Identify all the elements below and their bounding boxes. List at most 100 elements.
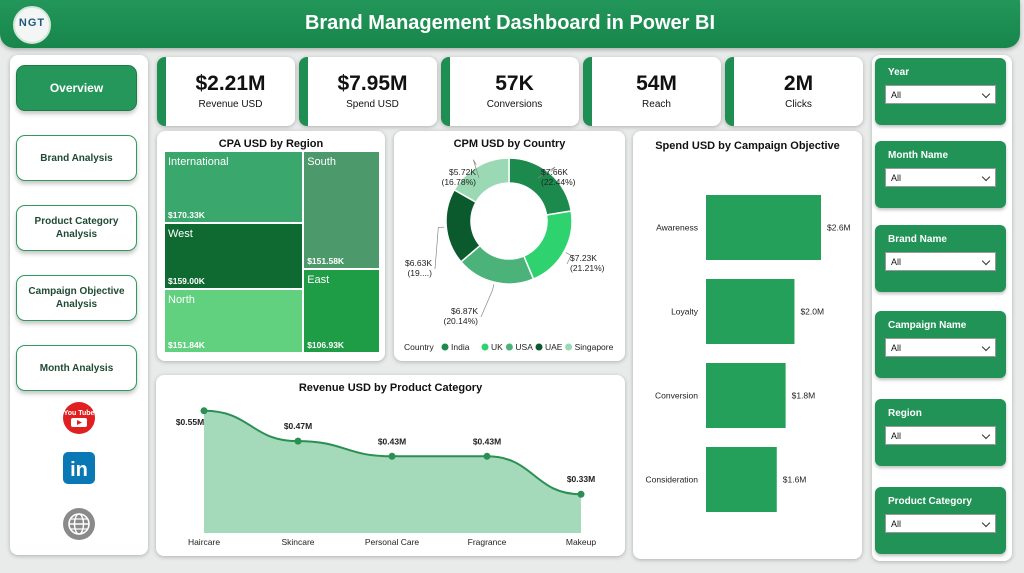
treemap-cell-east[interactable]: East $106.93K xyxy=(304,270,379,352)
dropdown-value: All xyxy=(891,90,902,100)
kpi-card-spend: $7.95M Spend USD xyxy=(299,57,437,126)
filter-region: Region All xyxy=(875,399,1006,466)
area-point-fragrance[interactable] xyxy=(483,452,491,460)
treemap-cell-value: $106.93K xyxy=(307,339,345,350)
spend-bar-chart[interactable]: Awareness $2.6M Loyalty $2.0M Conversion $1.8… xyxy=(633,131,862,559)
nav-month-analysis-button[interactable]: Month Analysis xyxy=(16,345,137,391)
product-category-dropdown[interactable]: All xyxy=(885,514,996,533)
treemap-cell-south[interactable]: South $151.58K xyxy=(304,152,379,269)
treemap-cell-west[interactable]: West $159.00K xyxy=(165,223,303,289)
region-dropdown[interactable]: All xyxy=(885,426,996,445)
treemap-cell-name: East xyxy=(307,274,330,287)
dropdown-value: All xyxy=(891,519,902,529)
dropdown-value: All xyxy=(891,257,902,267)
treemap-cell-international[interactable]: International $170.33K xyxy=(165,152,303,222)
dropdown-value: All xyxy=(891,343,902,353)
cpm-by-country-card: CPM USD by Country $7.66K (22.44%) $7.23K(… xyxy=(394,131,625,361)
legend-swatch xyxy=(565,343,573,351)
area-category-label: Haircare xyxy=(188,537,220,547)
chevron-down-icon xyxy=(981,89,991,99)
chevron-down-icon xyxy=(981,256,991,266)
kpi-label: Clicks xyxy=(785,99,812,110)
kpi-card-revenue: $2.21M Revenue USD xyxy=(157,57,295,126)
bar-loyalty[interactable] xyxy=(706,279,795,344)
kpi-value: 2M xyxy=(783,72,814,95)
donut-value-label: $5.72K xyxy=(449,167,476,177)
filter-label: Campaign Name xyxy=(888,320,967,331)
bar-awareness[interactable] xyxy=(706,195,821,260)
donut-slice-uk[interactable] xyxy=(522,210,573,281)
bar-category-label: Loyalty xyxy=(671,307,699,317)
donut-percent-label: (21.21%) xyxy=(570,263,605,273)
nav-campaign-objective-analysis-button[interactable]: Campaign Objective Analysis xyxy=(16,275,137,321)
donut-leader-line xyxy=(472,159,480,179)
bar-value-label: $1.8M xyxy=(792,391,816,401)
year-dropdown[interactable]: All xyxy=(885,85,996,104)
area-point-makeup[interactable] xyxy=(577,490,585,498)
header-bar: NGT Brand Management Dashboard in Power … xyxy=(0,0,1020,48)
spend-by-objective-card: Spend USD by Campaign Objective Awarenes… xyxy=(633,131,862,559)
area-point-personal-care[interactable] xyxy=(388,452,396,460)
legend-item-uk[interactable]: UK xyxy=(491,342,503,352)
area-category-label: Personal Care xyxy=(365,537,420,547)
kpi-value: 54M xyxy=(636,72,677,95)
campaign-name-dropdown[interactable]: All xyxy=(885,338,996,357)
treemap-cell-value: $170.33K xyxy=(168,209,205,220)
globe-icon[interactable] xyxy=(62,507,96,546)
bar-conversion[interactable] xyxy=(706,363,786,428)
cpm-donut-chart[interactable]: $7.66K(22.44%) $7.23K(21.21%) $6.87K(20.14… xyxy=(394,131,625,361)
area-category-label: Makeup xyxy=(566,537,597,547)
treemap-cell-north[interactable]: North $151.84K xyxy=(165,290,303,352)
filter-label: Year xyxy=(888,67,910,78)
donut-leader-line xyxy=(537,166,556,179)
kpi-value: $7.95M xyxy=(337,72,408,95)
area-category-label: Skincare xyxy=(281,537,314,547)
legend-swatch xyxy=(441,343,449,351)
treemap-cell-value: $151.58K xyxy=(307,256,345,267)
navigation-panel: Overview Brand Analysis Product Category… xyxy=(10,55,148,555)
brand-name-dropdown[interactable]: All xyxy=(885,252,996,271)
bar-category-label: Consideration xyxy=(646,475,699,485)
nav-product-category-analysis-button[interactable]: Product Category Analysis xyxy=(16,205,137,251)
donut-value-label: $6.87K xyxy=(451,306,478,316)
youtube-icon[interactable]: You Tube xyxy=(62,401,96,440)
nav-brand-analysis-button[interactable]: Brand Analysis xyxy=(16,135,137,181)
filter-year: Year All xyxy=(875,58,1006,125)
filter-label: Region xyxy=(888,408,922,419)
legend-item-usa[interactable]: USA xyxy=(515,342,533,352)
filter-label: Product Category xyxy=(888,496,972,507)
kpi-value: 57K xyxy=(495,72,534,95)
bar-value-label: $1.6M xyxy=(783,475,807,485)
filter-campaign-name: Campaign Name All xyxy=(875,311,1006,378)
bar-consideration[interactable] xyxy=(706,447,777,512)
area-fill xyxy=(204,410,581,533)
month-name-dropdown[interactable]: All xyxy=(885,168,996,187)
kpi-label: Spend USD xyxy=(346,99,399,110)
area-value-label: $0.47M xyxy=(284,421,312,431)
kpi-label: Conversions xyxy=(486,99,543,110)
area-point-skincare[interactable] xyxy=(294,437,302,445)
chart-title: CPM USD by Country xyxy=(453,138,566,150)
legend-swatch xyxy=(505,343,513,351)
filter-brand-name: Brand Name All xyxy=(875,225,1006,292)
legend-item-singapore[interactable]: Singapore xyxy=(575,342,614,352)
area-value-label: $0.33M xyxy=(567,474,595,484)
donut-slice-singapore[interactable] xyxy=(453,157,510,204)
legend-item-india[interactable]: India xyxy=(451,342,470,352)
nav-overview-button[interactable]: Overview xyxy=(16,65,137,111)
legend-item-uae[interactable]: UAE xyxy=(545,342,563,352)
filter-label: Brand Name xyxy=(888,234,947,245)
donut-percent-label: (20.14%) xyxy=(444,316,479,326)
dropdown-value: All xyxy=(891,173,902,183)
bar-category-label: Conversion xyxy=(655,391,698,401)
area-value-label: $0.55M xyxy=(176,417,204,427)
area-category-label: Fragrance xyxy=(468,537,507,547)
donut-value-label: $7.23K xyxy=(570,253,597,263)
area-point-haircare[interactable] xyxy=(200,407,208,415)
revenue-area-chart[interactable]: $0.55M Haircare $0.47M Skincare $0.43M Person… xyxy=(156,375,625,556)
linkedin-icon[interactable]: in xyxy=(62,451,96,490)
treemap-cell-value: $159.00K xyxy=(168,276,205,287)
filter-panel: Year All Month Name All Brand Name All C… xyxy=(872,55,1012,561)
donut-leader-line xyxy=(480,284,495,318)
cpa-treemap[interactable]: International $170.33K West $159.00K North $1… xyxy=(165,152,379,354)
